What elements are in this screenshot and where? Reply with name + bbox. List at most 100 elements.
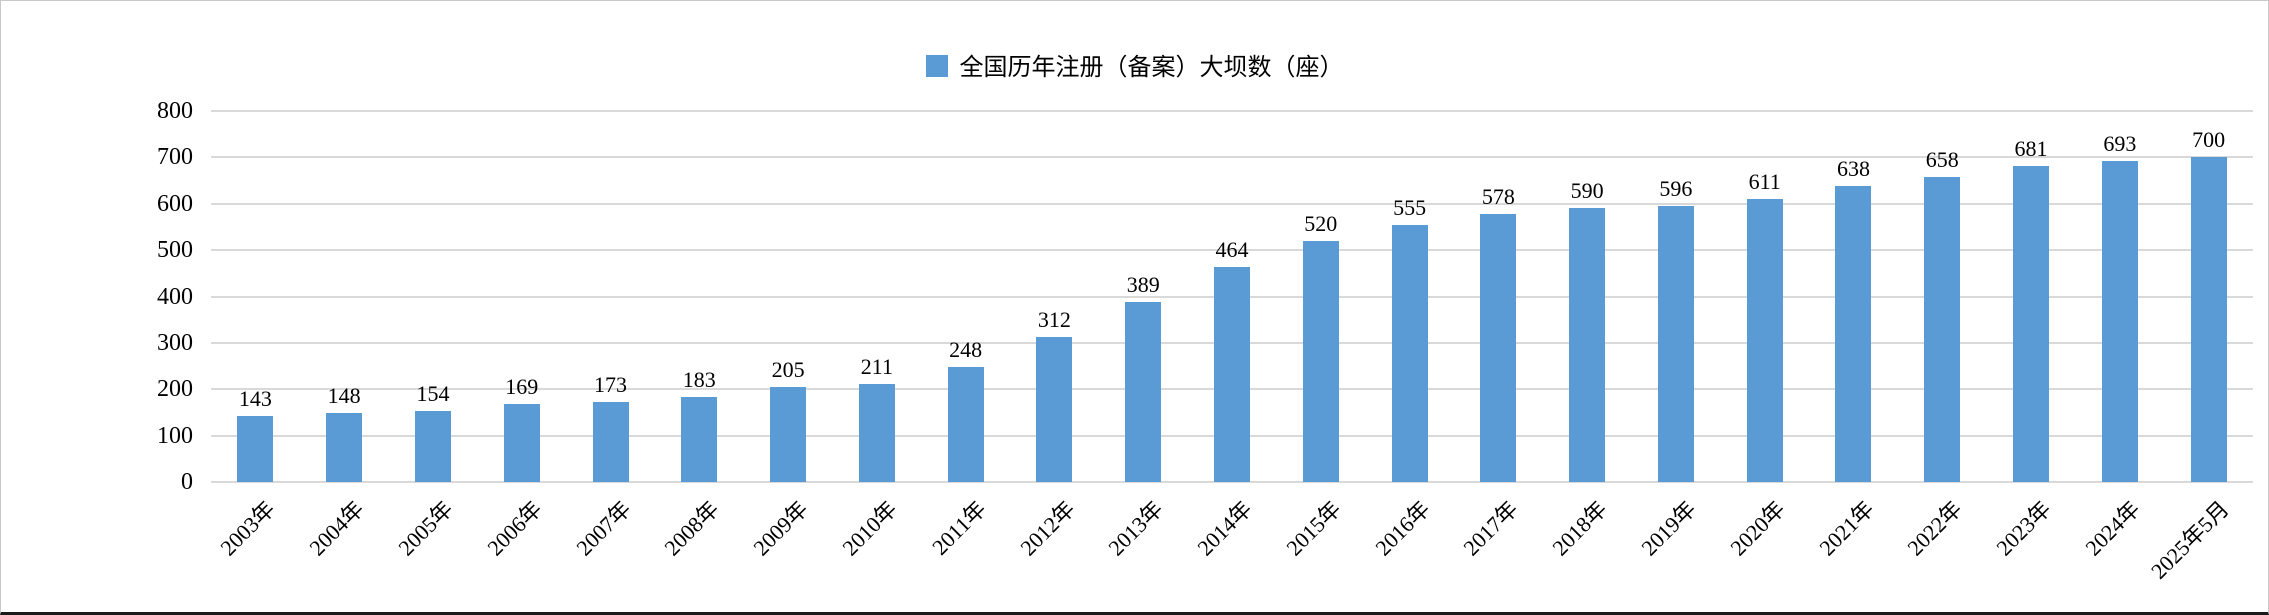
bar-value-label: 700 xyxy=(2192,127,2226,153)
x-tick-label: 2007年 xyxy=(570,496,636,561)
y-tick-label: 300 xyxy=(157,329,193,356)
bar xyxy=(414,410,451,482)
x-tick-label: 2019年 xyxy=(1636,496,1701,561)
bar xyxy=(681,397,718,482)
x-tick-label: 2022年 xyxy=(1902,496,1968,561)
bar-value-label: 590 xyxy=(1570,178,1604,204)
x-tick-label: 2010年 xyxy=(837,496,902,561)
bar-value-label: 248 xyxy=(949,337,983,362)
bar xyxy=(326,413,363,482)
bar-value-label: 143 xyxy=(238,385,272,411)
bar xyxy=(1657,205,1694,482)
bar-value-label: 596 xyxy=(1659,175,1693,201)
x-tick-label: 2012年 xyxy=(1014,496,1080,561)
bar-value-label: 555 xyxy=(1393,194,1427,220)
bar-column: 520 xyxy=(1276,211,1365,482)
bar-column: 169 xyxy=(477,374,566,482)
bar-column: 173 xyxy=(566,372,655,482)
bar-column: 154 xyxy=(389,381,478,482)
bar-column: 148 xyxy=(300,383,389,482)
plot-area: 143 148 154 169 173 183 205 211 248 312 389 464 520 5… xyxy=(211,110,2253,483)
x-tick-label: 2005年 xyxy=(393,496,458,561)
bar xyxy=(2101,160,2138,482)
bar-value-label: 154 xyxy=(416,380,450,406)
bar-column: 611 xyxy=(1720,169,1809,482)
bar xyxy=(1036,337,1073,482)
bar-column: 143 xyxy=(211,386,300,482)
bar-column: 464 xyxy=(1188,237,1277,482)
x-tick-label: 2023年 xyxy=(1991,496,2056,561)
bar-column: 183 xyxy=(655,367,744,482)
y-tick-label: 500 xyxy=(157,237,193,264)
bar xyxy=(1391,224,1428,482)
bar-column: 693 xyxy=(2075,131,2164,482)
bar-value-label: 520 xyxy=(1304,210,1338,236)
bar xyxy=(1924,176,1961,482)
bar-column: 658 xyxy=(1898,147,1987,482)
bar-column: 596 xyxy=(1632,176,1721,482)
bar-value-label: 658 xyxy=(1925,146,1959,172)
y-tick-label: 200 xyxy=(157,376,193,403)
y-tick-label: 100 xyxy=(157,422,193,449)
gridline-800 xyxy=(211,110,2253,112)
gridline-0 xyxy=(211,481,2253,483)
bar xyxy=(858,384,895,482)
bar-column: 211 xyxy=(832,354,921,482)
gridline-700 xyxy=(211,156,2253,159)
bar-column: 578 xyxy=(1454,184,1543,482)
bar xyxy=(1746,198,1783,482)
bar-column: 590 xyxy=(1543,178,1632,482)
x-tick-label: 2004年 xyxy=(304,496,369,561)
y-tick-label: 0 xyxy=(181,469,193,495)
bar xyxy=(237,415,274,482)
legend-label: 全国历年注册（备案）大坝数（座） xyxy=(959,55,1344,81)
x-tick-label: 2003年 xyxy=(215,496,281,561)
bar xyxy=(947,367,984,482)
x-tick-label: 2025年5月 xyxy=(2145,496,2234,584)
bar-value-label: 578 xyxy=(1481,183,1515,209)
x-tick-label: 2018年 xyxy=(1547,496,1612,561)
bar-value-label: 389 xyxy=(1126,271,1160,297)
bar xyxy=(1302,240,1339,482)
x-tick-label: 2013年 xyxy=(1103,496,1168,561)
bar-value-label: 205 xyxy=(771,356,805,382)
x-tick-label: 2017年 xyxy=(1458,496,1524,561)
bar-value-label: 611 xyxy=(1748,168,1781,194)
bar xyxy=(2190,157,2227,482)
legend: 全国历年注册（备案）大坝数（座） xyxy=(1,53,2268,83)
gridline-500 xyxy=(211,249,2253,252)
y-tick-label: 800 xyxy=(157,98,193,124)
bar-column: 638 xyxy=(1809,156,1898,482)
bar-value-label: 211 xyxy=(860,354,893,380)
bar xyxy=(2013,166,2050,482)
x-tick-label: 2015年 xyxy=(1281,496,1346,561)
bar-column: 312 xyxy=(1010,307,1099,482)
bar xyxy=(1569,208,1606,482)
bar xyxy=(1480,213,1517,482)
bar xyxy=(1835,186,1872,482)
bar-column: 555 xyxy=(1365,195,1454,482)
x-tick-label: 2006年 xyxy=(482,496,547,561)
bar-column: 248 xyxy=(921,337,1010,482)
x-tick-label: 2011年 xyxy=(926,496,991,560)
bar-value-label: 148 xyxy=(327,383,361,409)
legend-swatch-icon xyxy=(925,55,948,77)
x-tick-label: 2014年 xyxy=(1192,496,1257,561)
bar xyxy=(1213,266,1250,482)
bar-value-label: 681 xyxy=(2014,136,2048,162)
bar xyxy=(1125,301,1162,482)
bar xyxy=(770,386,807,482)
bar xyxy=(503,403,540,482)
y-tick-label: 400 xyxy=(157,283,193,310)
x-tick-label: 2016年 xyxy=(1369,496,1435,561)
bar-value-label: 169 xyxy=(505,373,539,399)
y-tick-label: 700 xyxy=(157,144,193,171)
bar-value-label: 183 xyxy=(682,367,716,393)
y-tick-label: 600 xyxy=(157,190,193,217)
bar-column: 681 xyxy=(1987,136,2076,482)
bar-column: 389 xyxy=(1099,272,1188,482)
x-tick-label: 2021年 xyxy=(1813,496,1879,561)
bar-value-label: 693 xyxy=(2103,130,2137,156)
bar-value-label: 312 xyxy=(1037,307,1071,333)
